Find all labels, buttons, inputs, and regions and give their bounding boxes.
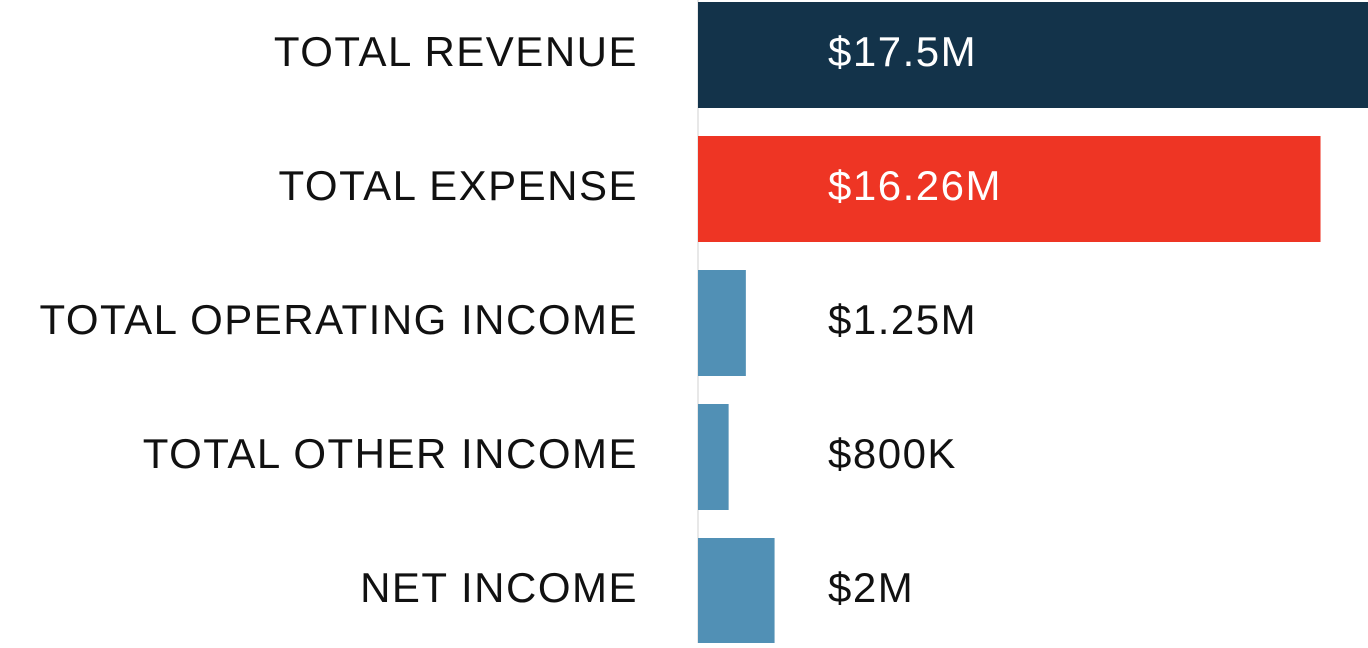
category-label: TOTAL OPERATING INCOME	[39, 296, 638, 343]
bar	[698, 538, 775, 644]
value-label: $1.25M	[828, 296, 977, 343]
category-label: NET INCOME	[360, 564, 638, 611]
category-label: TOTAL REVENUE	[274, 28, 638, 75]
value-label: $16.26M	[828, 162, 1002, 209]
category-label: TOTAL EXPENSE	[279, 162, 639, 209]
value-label: $2M	[828, 564, 914, 611]
category-label: TOTAL OTHER INCOME	[143, 430, 638, 477]
bar	[698, 270, 746, 376]
bar	[698, 136, 1321, 242]
bar	[698, 404, 729, 510]
value-label: $17.5M	[828, 28, 977, 75]
bar	[698, 2, 1368, 108]
value-label: $800K	[828, 430, 957, 477]
